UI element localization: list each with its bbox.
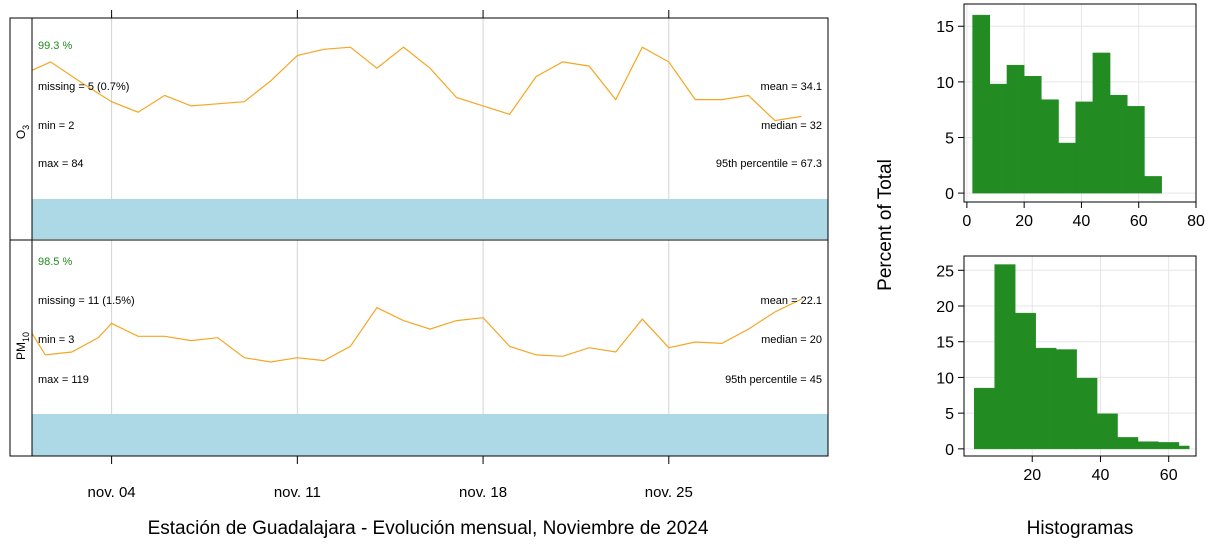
o3-mean-text: mean = 34.1: [761, 81, 822, 93]
x-tick-label: nov. 18: [459, 484, 507, 501]
main-title: Estación de Guadalajara - Evolución mens…: [148, 518, 709, 539]
pm10-min-text: min = 3: [38, 334, 74, 346]
hist-bar: [1076, 377, 1098, 450]
hist-y-tick-label: 10: [936, 370, 954, 387]
hist-y-tick-label: 10: [936, 75, 954, 92]
hist-bar: [973, 387, 995, 450]
hist-bar: [1055, 349, 1077, 450]
pm10-panel: 98.5 % missing = 11 (1.5%) min = 3 max =…: [31, 256, 828, 456]
o3-series-line: [31, 46, 802, 122]
hist-bar: [1109, 94, 1128, 194]
hist-bar: [1158, 442, 1180, 450]
hist-bar: [1127, 106, 1145, 194]
o3-min-text: min = 2: [38, 120, 74, 132]
hist-y-tick-label: 15: [936, 19, 954, 36]
x-tick-label: nov. 11: [274, 484, 321, 501]
hist-x-tick-label: 0: [962, 213, 971, 230]
o3-max-text: max = 84: [38, 158, 84, 170]
hist-y-tick-label: 25: [936, 263, 954, 280]
hist-x-tick-label: 20: [1023, 467, 1041, 484]
o3-missing-text: missing = 5 (0.7%): [38, 81, 129, 93]
hist-bar: [1023, 76, 1042, 194]
o3-strip-label: O3: [14, 125, 31, 139]
svg-text:O3: O3: [14, 125, 31, 139]
pm10-label-main: PM: [14, 342, 28, 360]
hist-y-tick-label: 5: [945, 406, 954, 423]
hist-x-tick-label: 40: [1092, 467, 1110, 484]
pm10-strip-label: PM10: [14, 332, 31, 360]
hist-title: Histogramas: [1027, 518, 1134, 539]
pm10-mean-text: mean = 22.1: [761, 295, 822, 307]
hist-bar: [1092, 52, 1111, 194]
hist-x-tick-label: 60: [1160, 467, 1178, 484]
hist-x-tick-label: 20: [1015, 213, 1033, 230]
hist-y-tick-label: 0: [945, 186, 954, 203]
hist-bar: [1075, 101, 1094, 194]
x-tick-label: nov. 25: [645, 484, 693, 501]
hist-ylabel: Percent of Total: [875, 159, 896, 291]
pm10-max-text: max = 119: [38, 374, 89, 386]
hist-bar: [1178, 445, 1190, 450]
timeseries-gridlines: [111, 18, 670, 414]
pm10-percent-text: 98.5 %: [38, 256, 72, 268]
hist-bar: [1137, 441, 1159, 450]
hist-x-tick-label: 80: [1187, 213, 1205, 230]
hist-bar: [989, 83, 1008, 194]
hist-bar: [1041, 99, 1059, 194]
hist-bar: [1035, 347, 1057, 450]
svg-text:PM10: PM10: [14, 332, 31, 360]
hist-bar: [994, 264, 1016, 450]
hist-bar: [1144, 176, 1162, 194]
hist-y-tick-label: 15: [936, 335, 954, 352]
o3-p95-text: 95th percentile = 67.3: [716, 158, 822, 170]
hist-bar: [972, 14, 991, 194]
timeseries-x-axis: nov. 04 nov. 11 nov. 18 nov. 25: [88, 10, 693, 501]
pm10-median-text: median = 20: [761, 334, 822, 346]
timeseries-border: [9, 17, 829, 457]
hist-bar: [1096, 413, 1118, 450]
timeseries-frame: 99.3 % missing = 5 (0.7%) min = 2 max = …: [9, 10, 829, 501]
hist-x-tick-label: 60: [1130, 213, 1148, 230]
o3-panel: 99.3 % missing = 5 (0.7%) min = 2 max = …: [31, 40, 828, 239]
hist-frame: [963, 3, 1197, 203]
o3-histogram: 0 20 40 60 80 0 5 10 15: [936, 3, 1205, 230]
hist-x-tick-label: 40: [1073, 213, 1091, 230]
hist-bar: [1006, 64, 1025, 194]
hist-y-tick-label: 5: [945, 130, 954, 147]
x-tick-label: nov. 04: [88, 484, 136, 501]
o3-percent-text: 99.3 %: [38, 40, 72, 52]
pm10-p95-text: 95th percentile = 45: [725, 374, 822, 386]
o3-band: [32, 199, 828, 239]
pm10-label-sub: 10: [21, 332, 31, 342]
hist-bar: [1014, 312, 1036, 450]
hist-y-tick-label: 0: [945, 442, 954, 459]
o3-median-text: median = 32: [761, 120, 822, 132]
pm10-missing-text: missing = 11 (1.5%): [38, 295, 135, 307]
hist-y-tick-label: 20: [936, 299, 954, 316]
hist-frame: [963, 255, 1197, 457]
o3-label-sub: 3: [21, 125, 31, 130]
pm10-histogram: 20 40 60 0 5 10 15 20 25: [936, 255, 1197, 484]
pm10-series-line: [31, 298, 802, 363]
hist-bar: [1117, 437, 1139, 450]
hist-ylabel-wrap: Percent of Total: [875, 159, 896, 291]
o3-label-main: O: [14, 130, 28, 139]
pm10-band: [32, 414, 828, 456]
hist-bar: [1058, 142, 1076, 194]
